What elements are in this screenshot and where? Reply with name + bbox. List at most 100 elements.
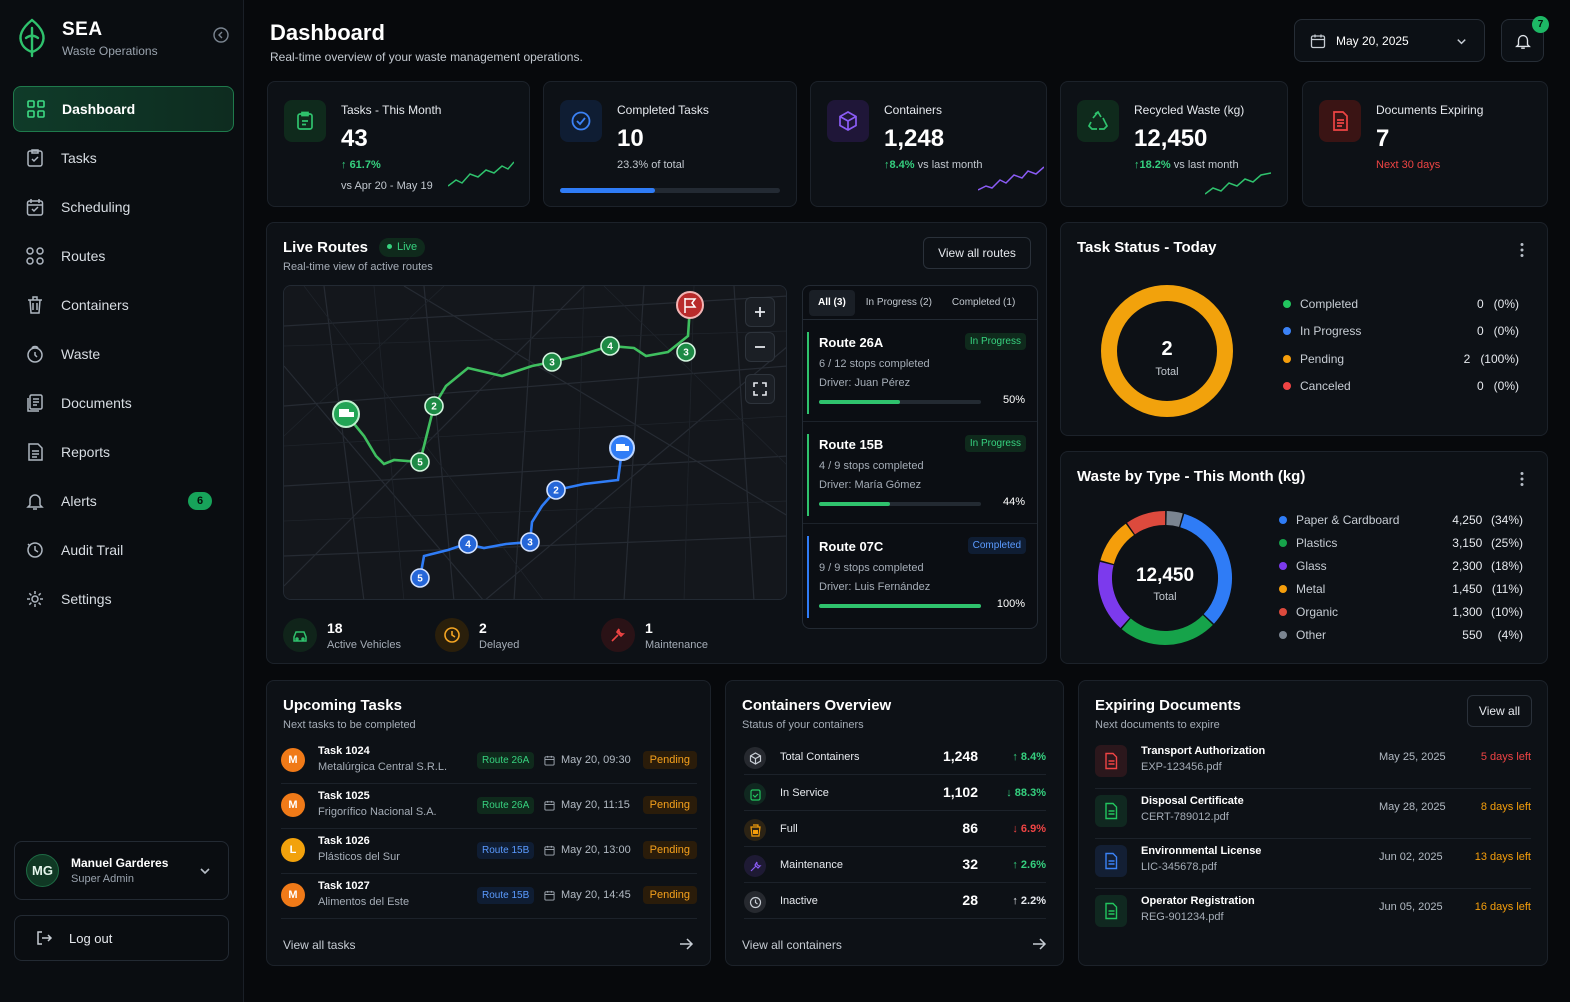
donut-slice [1121, 614, 1213, 645]
check-circle-icon [560, 100, 602, 142]
sidebar-item-waste[interactable]: Waste [13, 331, 234, 377]
document-row[interactable]: Disposal Certificate CERT-789012.pdf May 2… [1095, 789, 1531, 839]
sidebar-item-label: Settings [61, 591, 112, 607]
task-name: Task 1027 [318, 880, 370, 892]
document-date: Jun 02, 2025 [1379, 851, 1443, 863]
notifications-button[interactable]: 7 [1501, 16, 1549, 62]
donut-slice [1127, 511, 1166, 535]
user-name: Manuel Garderes [71, 856, 169, 870]
route-item-26a[interactable]: Route 26A In Progress 6 / 12 stops compl… [803, 320, 1037, 422]
route-map[interactable]: 2 3 4 3 5 2 3 4 5 [283, 285, 787, 600]
view-all-containers-link[interactable]: View all containers [742, 938, 842, 952]
container-status-row[interactable]: Total Containers 1,248 ↑ 8.4% [744, 739, 1046, 775]
kpi-value: 10 [617, 125, 644, 152]
card-subtitle: Next documents to expire [1095, 719, 1220, 731]
kpi-card-containers[interactable]: Containers 1,248 ↑8.4% vs last month [810, 81, 1047, 207]
arrow-right-icon[interactable] [1031, 936, 1047, 952]
route-stop-marker: 2 [424, 396, 444, 416]
logout-icon [37, 931, 53, 945]
more-options-icon[interactable] [1513, 241, 1531, 259]
fullscreen-button[interactable] [745, 374, 775, 404]
container-status-delta: ↓ 88.3% [1006, 787, 1046, 799]
status-badge: Pending [642, 841, 697, 859]
date-picker[interactable]: May 20, 2025 [1294, 19, 1485, 62]
arrow-right-icon[interactable] [678, 936, 694, 952]
task-status-donut: 2 Total [1101, 285, 1233, 417]
collapse-sidebar-icon[interactable] [212, 26, 230, 44]
brand[interactable]: SEA Waste Operations [14, 18, 158, 58]
document-row[interactable]: Transport Authorization EXP-123456.pdf May… [1095, 739, 1531, 789]
zoom-in-button[interactable] [745, 297, 775, 327]
container-status-row[interactable]: Full 86 ↓ 6.9% [744, 811, 1046, 847]
route-item-15b[interactable]: Route 15B In Progress 4 / 9 stops comple… [803, 422, 1037, 524]
card-title: Live Routes [283, 239, 369, 256]
donut-slice [1180, 513, 1232, 624]
sidebar-item-tasks[interactable]: Tasks [13, 135, 234, 181]
sidebar-item-containers[interactable]: Containers [13, 282, 234, 328]
task-avatar: L [281, 838, 305, 862]
calendar-icon [544, 755, 555, 766]
container-status-label: In Service [780, 787, 829, 799]
document-date: May 25, 2025 [1379, 751, 1446, 763]
sidebar-item-reports[interactable]: Reports [13, 429, 234, 475]
logout-button[interactable]: Log out [14, 915, 229, 961]
kpi-card-documents[interactable]: Documents Expiring 7 Next 30 days [1302, 81, 1548, 207]
days-left: 13 days left [1474, 851, 1531, 863]
vehicle-marker-green [332, 400, 360, 428]
user-menu[interactable]: MG Manuel Garderes Super Admin [14, 841, 229, 900]
sidebar-item-audit-trail[interactable]: Audit Trail [13, 527, 234, 573]
container-status-label: Maintenance [780, 859, 843, 871]
kpi-card-tasks[interactable]: Tasks - This Month 43 ↑ 61.7% vs Apr 20 … [267, 81, 530, 207]
kpi-card-completed[interactable]: Completed Tasks 10 23.3% of total [543, 81, 797, 207]
sidebar-item-documents[interactable]: Documents [13, 380, 234, 426]
sidebar-item-label: Routes [61, 248, 106, 264]
sidebar-item-settings[interactable]: Settings [13, 576, 234, 622]
task-row[interactable]: M Task 1027 Alimentos del Este Route 15B May… [281, 874, 697, 919]
document-row[interactable]: Environmental License LIC-345678.pdf Jun 0… [1095, 839, 1531, 889]
svg-text:4: 4 [465, 540, 471, 551]
clock-icon [744, 891, 766, 913]
view-all-tasks-link[interactable]: View all tasks [283, 938, 356, 952]
kpi-label: Completed Tasks [617, 103, 709, 117]
document-file: REG-901234.pdf [1141, 911, 1224, 923]
status-badge: In Progress [964, 333, 1026, 350]
tab-completed[interactable]: Completed (1) [951, 296, 1016, 308]
more-options-icon[interactable] [1513, 470, 1531, 488]
containers-overview-card: Containers Overview Status of your conta… [725, 680, 1064, 966]
container-status-row[interactable]: Inactive 28 ↑ 2.2% [744, 883, 1046, 919]
card-title: Expiring Documents [1095, 697, 1241, 714]
kpi-label: Containers [884, 103, 943, 117]
task-row[interactable]: M Task 1024 Metalúrgica Central S.R.L. Rout… [281, 739, 697, 784]
svg-text:4: 4 [607, 342, 613, 353]
view-all-routes-button[interactable]: View all routes [923, 237, 1031, 269]
zoom-out-button[interactable] [745, 332, 775, 362]
sidebar-item-alerts[interactable]: Alerts 6 [13, 478, 234, 524]
task-row[interactable]: L Task 1026 Plásticos del Sur Route 15B May … [281, 829, 697, 874]
live-badge: Live [379, 238, 426, 257]
sidebar-item-dashboard[interactable]: Dashboard [13, 86, 234, 132]
sidebar-item-routes[interactable]: Routes [13, 233, 234, 279]
container-status-row[interactable]: In Service 1,102 ↓ 88.3% [744, 775, 1046, 811]
tab-all[interactable]: All (3) [809, 289, 855, 316]
route-stop-marker: 5 [410, 568, 430, 588]
route-stop-marker: 4 [600, 336, 620, 356]
view-all-documents-button[interactable]: View all [1467, 695, 1532, 727]
calendar-icon [544, 845, 555, 856]
container-status-delta: ↑ 2.6% [1012, 859, 1046, 871]
waste-icon [27, 345, 43, 363]
sidebar-item-scheduling[interactable]: Scheduling [13, 184, 234, 230]
tab-in-progress[interactable]: In Progress (2) [865, 296, 932, 308]
route-item-07c[interactable]: Route 07C Completed 9 / 9 stops complete… [803, 524, 1037, 626]
sidebar-item-label: Alerts [61, 493, 97, 509]
calendar-icon [544, 800, 555, 811]
container-status-row[interactable]: Maintenance 32 ↑ 2.6% [744, 847, 1046, 883]
task-company: Alimentos del Este [318, 896, 410, 908]
waste-legend-item: Other 550 (4%) [1279, 625, 1523, 645]
status-badge: Completed [967, 537, 1026, 554]
stat-value: 18 [327, 619, 343, 636]
container-status-value: 1,102 [942, 784, 978, 800]
kpi-card-recycled[interactable]: Recycled Waste (kg) 12,450 ↑18.2% vs las… [1060, 81, 1288, 207]
route-stop-marker: 2 [546, 480, 566, 500]
task-row[interactable]: M Task 1025 Frigorífico Nacional S.A. Route… [281, 784, 697, 829]
document-row[interactable]: Operator Registration REG-901234.pdf Jun 0… [1095, 889, 1531, 939]
